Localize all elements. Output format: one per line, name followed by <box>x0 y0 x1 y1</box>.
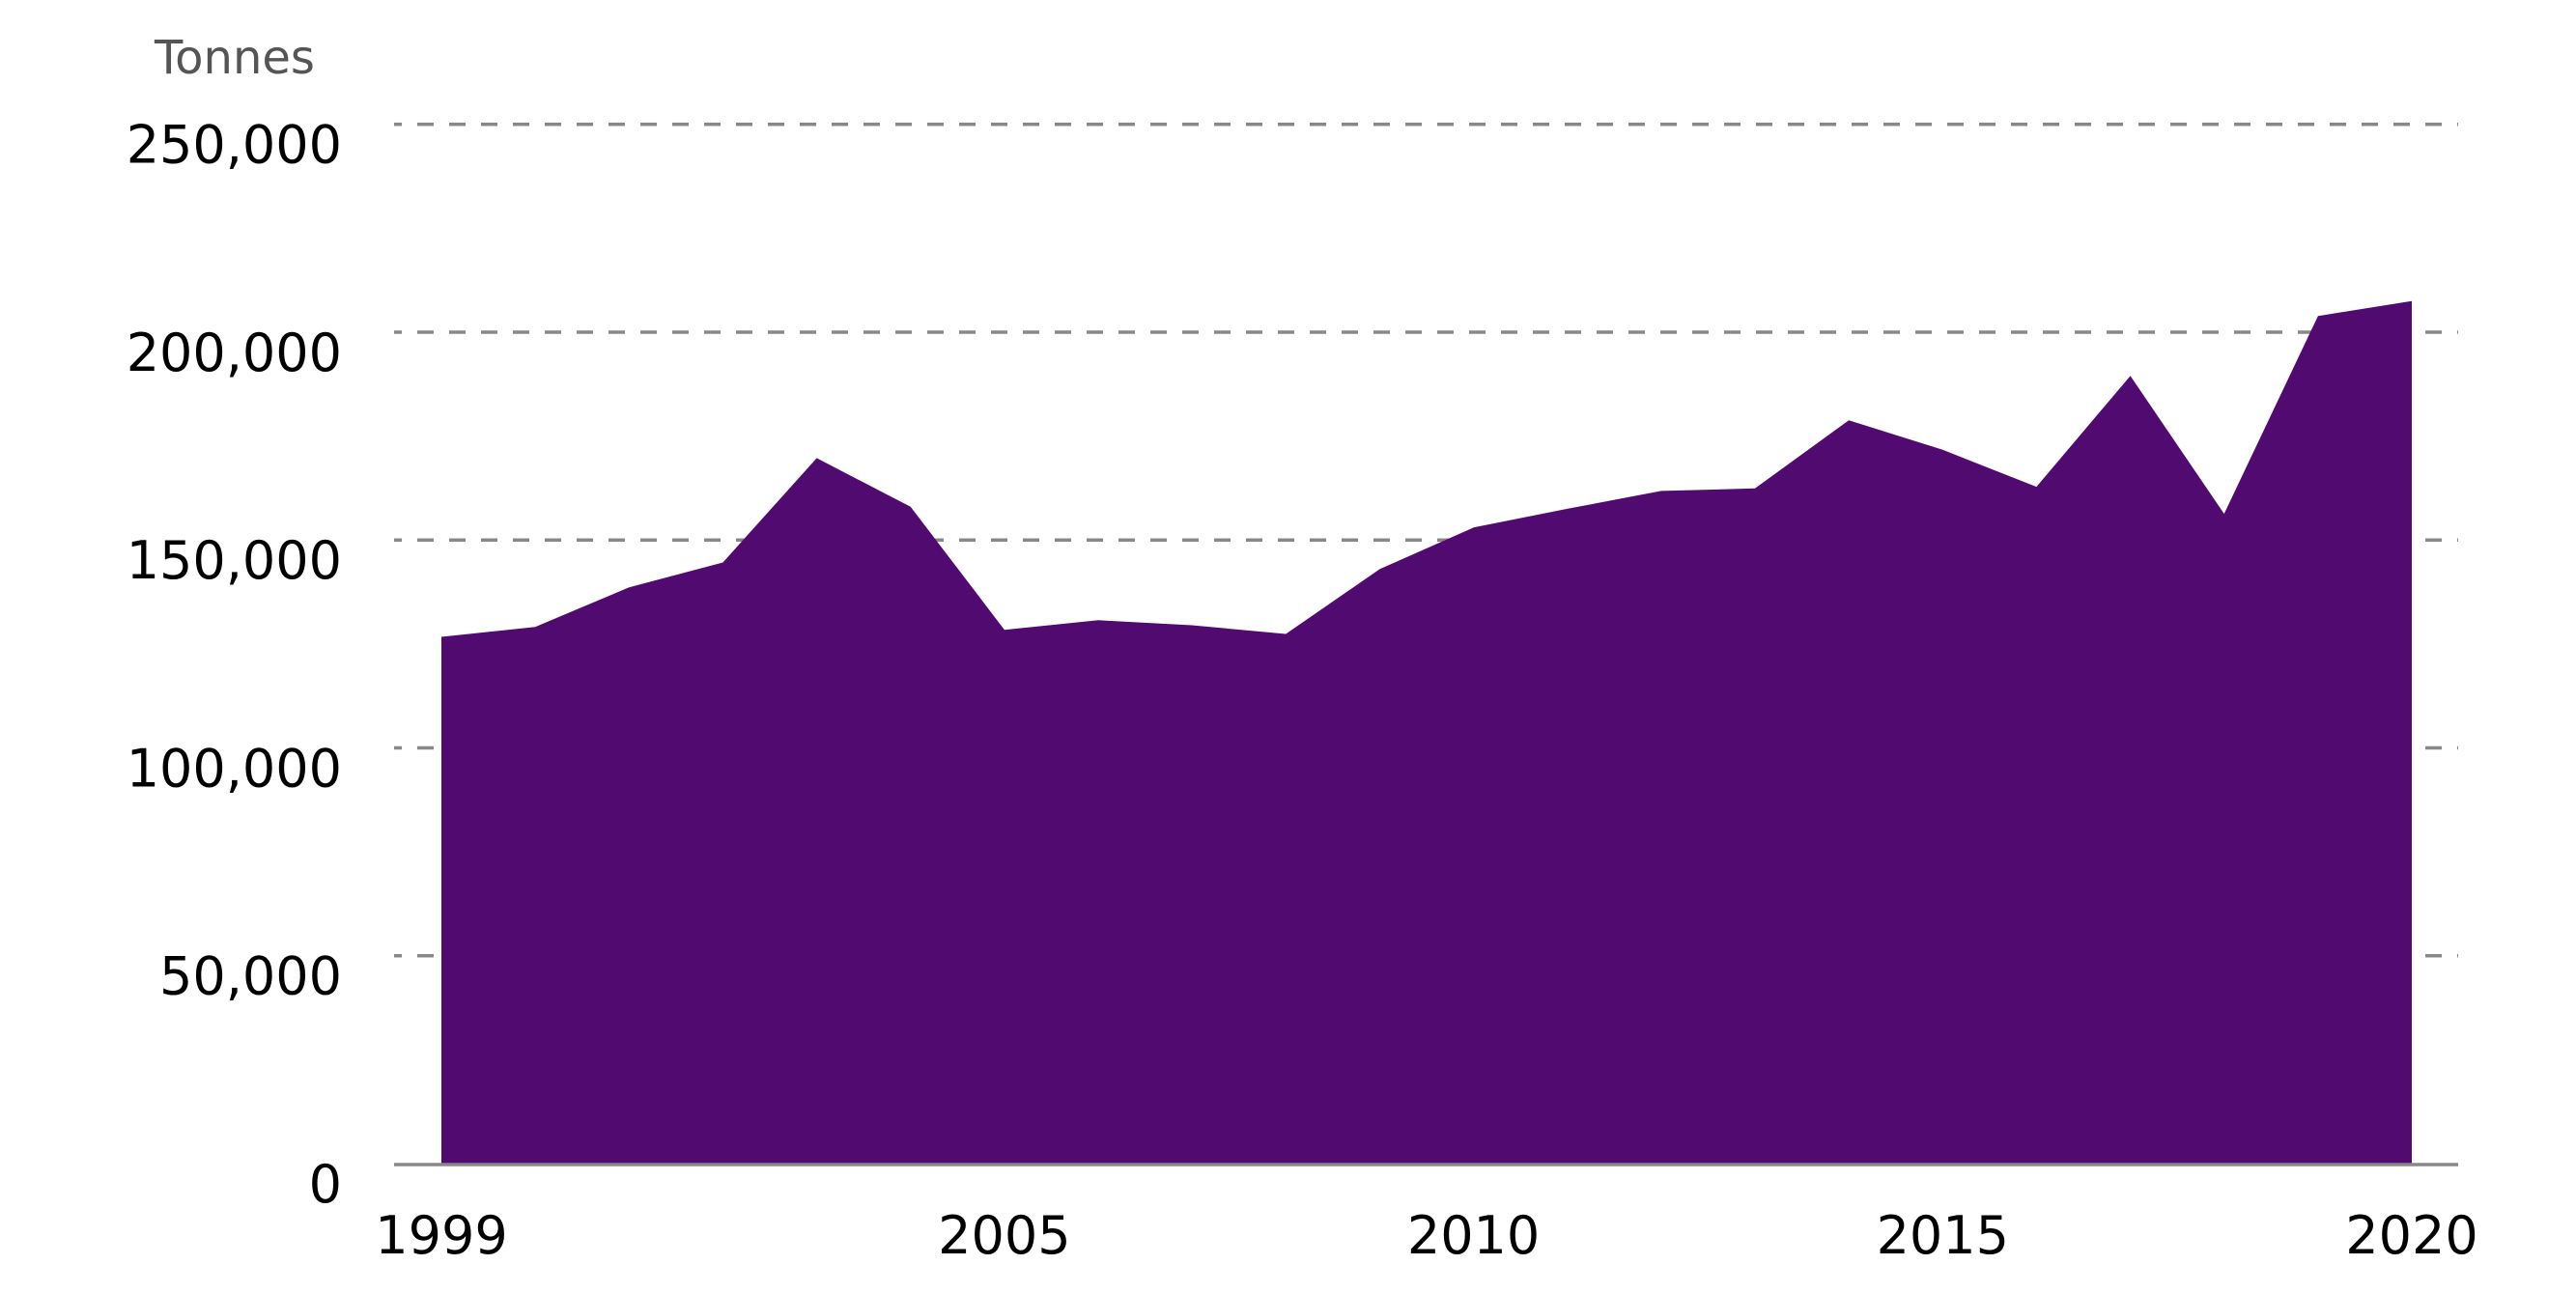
y-tick-label: 50,000 <box>159 946 342 1007</box>
x-tick-label: 2010 <box>1407 1205 1540 1266</box>
y-axis-tick-labels: 0 50,000 100,000 150,000 200,000 250,000 <box>127 115 342 1215</box>
x-tick-label: 2020 <box>2345 1205 2477 1266</box>
area-series-tonnes <box>441 300 2412 1164</box>
y-tick-label: 200,000 <box>127 323 342 383</box>
y-tick-label: 0 <box>309 1154 342 1215</box>
x-tick-label: 2005 <box>938 1205 1070 1266</box>
x-tick-label: 1999 <box>375 1205 507 1266</box>
y-tick-label: 150,000 <box>127 530 342 591</box>
x-tick-label: 2015 <box>1877 1205 2009 1266</box>
y-tick-label: 100,000 <box>127 738 342 799</box>
y-tick-label: 250,000 <box>127 115 342 176</box>
data-area <box>441 300 2412 1164</box>
y-axis-unit-label: Tonnes <box>155 31 315 85</box>
x-axis-tick-labels: 1999 2005 2010 2015 2020 <box>375 1205 2477 1266</box>
